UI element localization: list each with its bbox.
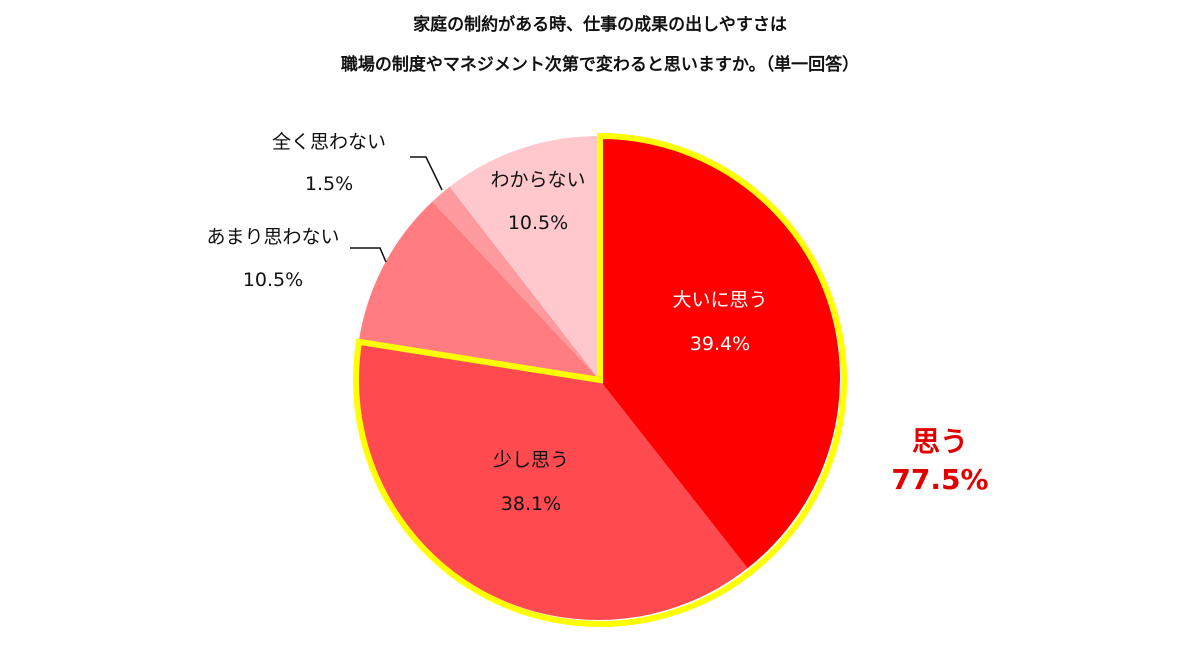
pie-slice xyxy=(432,186,598,378)
chart-title-line-1: 家庭の制約がある時、仕事の成果の出しやすさは xyxy=(413,15,787,35)
pie-slice xyxy=(356,340,748,620)
pie-slice xyxy=(449,136,598,378)
highlight-total: 思う 77.5% xyxy=(870,423,1010,499)
leader-line xyxy=(350,247,387,263)
highlight-outline xyxy=(353,132,847,627)
slice-label: あまり思わない xyxy=(206,226,339,248)
slice-label: 全く思わない xyxy=(272,131,386,153)
slice-value-label: 10.5% xyxy=(508,212,568,234)
slice-label: 大いに思う xyxy=(672,289,767,311)
slice-label: 少し思う xyxy=(493,449,569,471)
highlight-value: 77.5% xyxy=(891,463,989,496)
chart-title-line-2: 職場の制度やマネジメント次第で変わると思いますか。（単一回答） xyxy=(340,55,860,75)
pie-slice xyxy=(598,136,840,569)
slice-value-label: 1.5% xyxy=(305,173,353,195)
slice-label: わからない xyxy=(490,169,585,191)
highlight-label: 思う xyxy=(911,425,968,458)
slice-value-label: 39.4% xyxy=(690,333,750,355)
leader-line xyxy=(410,156,443,191)
slice-value-label: 38.1% xyxy=(501,493,561,515)
pie-slice xyxy=(358,201,598,378)
slice-value-label: 10.5% xyxy=(243,269,303,291)
